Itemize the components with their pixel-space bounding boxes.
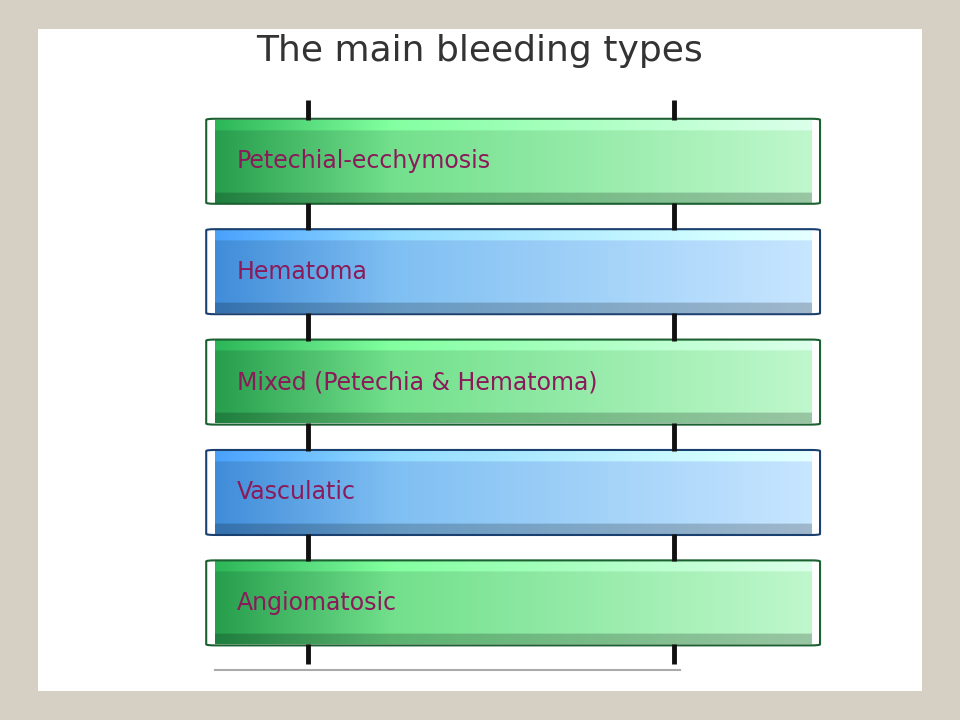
Text: Vasculatic: Vasculatic	[237, 480, 356, 505]
Text: Angiomatosic: Angiomatosic	[237, 591, 397, 615]
Text: The main bleeding types: The main bleeding types	[256, 34, 704, 68]
Text: Petechial-ecchymosis: Petechial-ecchymosis	[237, 149, 492, 174]
Text: Mixed (Petechia & Hematoma): Mixed (Petechia & Hematoma)	[237, 370, 598, 394]
Text: Hematoma: Hematoma	[237, 260, 368, 284]
